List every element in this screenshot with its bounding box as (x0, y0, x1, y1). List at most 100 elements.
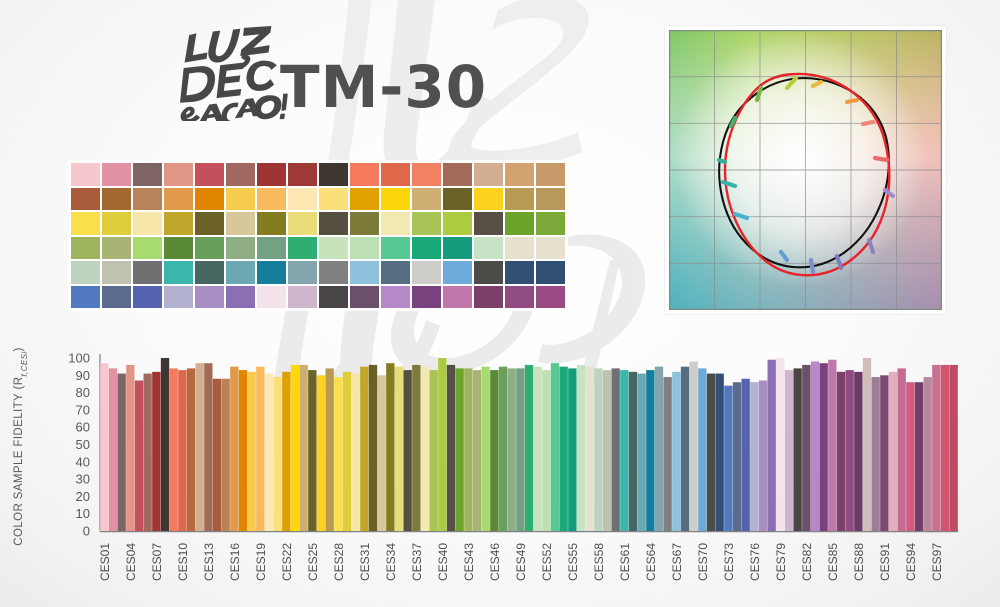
color-swatch (164, 212, 193, 235)
color-swatch (257, 236, 286, 259)
color-swatch (71, 236, 100, 259)
x-axis-tick-label: CES49 (514, 543, 528, 581)
y-axis-tick-label: 100 (68, 351, 90, 366)
y-axis-tick-label: 80 (76, 385, 90, 400)
x-axis-tick-label: CES79 (774, 543, 788, 581)
color-swatch (443, 212, 472, 235)
bar (134, 380, 144, 531)
bar (438, 358, 447, 531)
color-swatch (319, 285, 348, 308)
bar (351, 373, 360, 531)
bar (308, 370, 317, 531)
color-swatch (474, 236, 503, 259)
x-axis-tick-label: CES10 (176, 543, 190, 581)
bar (906, 382, 915, 531)
color-swatch (226, 285, 255, 308)
bar (628, 371, 638, 531)
bar (490, 370, 499, 531)
color-swatch (133, 163, 162, 186)
bar (698, 368, 707, 531)
bar (836, 371, 846, 531)
color-swatch (71, 163, 100, 186)
bar (273, 377, 282, 531)
bar (568, 368, 577, 531)
color-swatch (350, 236, 379, 259)
color-swatch (505, 261, 534, 284)
bar (940, 364, 950, 531)
bar (715, 373, 724, 531)
bar (412, 364, 421, 531)
color-swatch (412, 187, 441, 210)
bar (784, 370, 794, 531)
color-swatch (443, 285, 472, 308)
bar (394, 366, 404, 531)
bar (481, 366, 490, 531)
color-swatch (195, 285, 224, 308)
color-swatch (536, 261, 565, 284)
bar (741, 378, 750, 531)
color-evaluation-samples-panel (68, 160, 568, 311)
bar (810, 361, 820, 531)
bar (264, 373, 274, 531)
color-swatch (412, 236, 441, 259)
bar (767, 359, 776, 531)
color-swatch (133, 212, 162, 235)
color-swatch (257, 261, 286, 284)
color-swatch (257, 212, 286, 235)
color-swatch (288, 236, 317, 259)
bar (230, 366, 239, 531)
color-swatch (195, 212, 224, 235)
x-axis-tick-label: CES16 (228, 543, 242, 581)
color-swatch (195, 236, 224, 259)
color-swatch (257, 285, 286, 308)
bar (819, 363, 828, 531)
bar (420, 366, 430, 531)
color-swatch (536, 163, 565, 186)
bar (542, 370, 551, 531)
x-axis-tick-label: CES76 (748, 543, 762, 581)
test-gamut-curve (723, 72, 891, 277)
color-swatch (381, 187, 410, 210)
color-swatch (102, 212, 131, 235)
bar (949, 364, 958, 531)
color-swatch (505, 212, 534, 235)
color-swatch (71, 285, 100, 308)
bar (637, 373, 646, 531)
bar (854, 371, 863, 531)
x-axis-tick-label: CES73 (722, 543, 736, 581)
color-swatch (474, 187, 503, 210)
color-swatch (195, 261, 224, 284)
color-swatch (536, 187, 565, 210)
bar (334, 377, 343, 531)
bar (758, 380, 768, 531)
reference-gamut-curve (718, 76, 890, 269)
color-swatch (133, 261, 162, 284)
color-swatch (536, 285, 565, 308)
color-swatch (71, 261, 100, 284)
color-swatch (536, 212, 565, 235)
bar (464, 368, 473, 531)
fidelity-bar-chart: 0 10 20 30 40 50 60 70 80 90 100 CES01 CES04 CES07 CES… (0, 340, 1000, 607)
color-swatch (474, 285, 503, 308)
y-axis-tick-label: 30 (76, 472, 90, 487)
bar (325, 368, 334, 531)
bar (169, 368, 178, 531)
brand-logo (178, 26, 288, 130)
gamut-grid (669, 30, 942, 310)
color-swatch (288, 212, 317, 235)
color-swatch (133, 236, 162, 259)
bar (108, 368, 118, 531)
color-vector-graphic-panel (665, 26, 946, 314)
color-swatch (164, 285, 193, 308)
bar (186, 368, 196, 531)
color-swatch (443, 236, 472, 259)
color-swatch (319, 212, 348, 235)
bar (602, 370, 612, 531)
color-swatch (226, 187, 255, 210)
swatch-grid (71, 163, 565, 308)
x-axis-tick-label: CES22 (280, 543, 294, 581)
y-axis-tick-label: 20 (76, 489, 90, 504)
bar (256, 366, 265, 531)
bar (706, 373, 716, 531)
color-swatch (381, 163, 410, 186)
